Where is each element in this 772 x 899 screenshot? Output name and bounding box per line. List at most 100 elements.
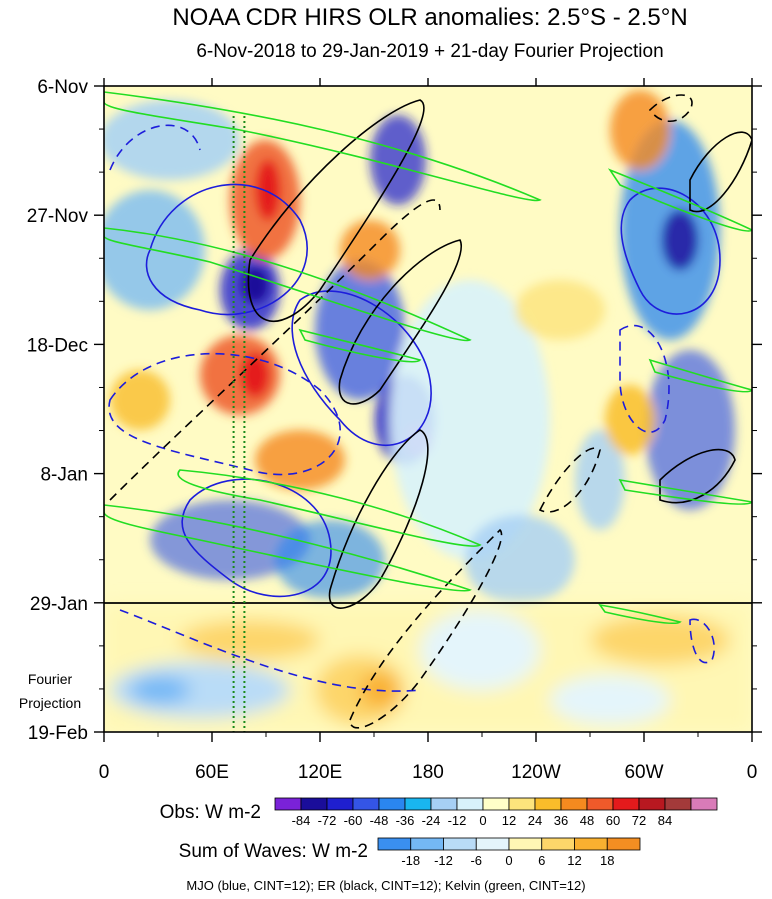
colorbar-swatch: [404, 797, 432, 811]
y-tick-label: 27-Nov: [27, 206, 89, 227]
obs-blob: [645, 350, 735, 510]
projection-label-line1: Fourier: [28, 671, 73, 687]
obs-blob: [150, 500, 310, 580]
mjo-contour-dashed: [619, 324, 670, 433]
kelvin-contour: [598, 603, 682, 625]
obs-colorbar: -84 -72 -60 -48 -36 -24 -12 0 12 24 36 48 60 72 84: [274, 797, 718, 828]
projection-blob: [180, 620, 320, 660]
colorbar-level-label: 0: [505, 853, 512, 868]
kelvin-contour: [177, 469, 482, 547]
x-tick-label: 180: [412, 762, 444, 783]
colorbar-level-label: 6: [538, 853, 545, 868]
colorbar-level-label: 36: [554, 813, 568, 828]
obs-blob: [256, 160, 280, 220]
er-contour-dashed: [109, 199, 441, 501]
x-tick-label: 0: [747, 762, 758, 783]
colorbar-level-label: -24: [422, 813, 441, 828]
y-tick-label: 18-Dec: [27, 335, 88, 356]
colorbar-swatch: [410, 837, 444, 851]
colorbar-swatch: [475, 837, 510, 851]
mjo-contour: [620, 187, 721, 315]
obs-blob: [465, 515, 575, 605]
projection-blob: [420, 610, 540, 690]
y-tick-label: 29-Jan: [30, 594, 88, 615]
colorbar-level-label: -18: [401, 853, 420, 868]
colorbar-level-label: 12: [567, 853, 581, 868]
colorbar-swatch: [612, 797, 640, 811]
projection-blob: [130, 676, 190, 704]
colorbar-level-label: 48: [580, 813, 594, 828]
x-axis: 0 60E 120E 180 120W 60W 0: [99, 78, 758, 783]
colorbar-level-label: -12: [434, 853, 453, 868]
colorbar-level-label: 18: [600, 853, 614, 868]
colorbar-swatch: [541, 837, 575, 851]
colorbar-swatch: [690, 797, 718, 811]
kelvin-contour: [104, 91, 542, 202]
obs-blob: [515, 280, 605, 340]
colorbar-level-label: -84: [292, 813, 311, 828]
y-tick-label: 19-Feb: [28, 723, 88, 744]
colorbar-swatch: [574, 837, 608, 851]
colorbar-level-label: 24: [528, 813, 542, 828]
colorbar-swatch: [430, 797, 458, 811]
colorbar-swatch: [326, 797, 354, 811]
x-tick-label: 60W: [624, 762, 663, 783]
y-tick-label: 6-Nov: [37, 77, 88, 98]
footer-note: MJO (blue, CINT=12); ER (black, CINT=12)…: [186, 878, 585, 893]
colorbar-swatch: [534, 797, 562, 811]
chart-title: NOAA CDR HIRS OLR anomalies: 2.5°S - 2.5…: [172, 4, 687, 31]
colorbar-level-label: -48: [370, 813, 389, 828]
er-contour: [328, 429, 429, 609]
projection-label-line2: Projection: [19, 695, 81, 711]
colorbar-swatch: [664, 797, 692, 811]
colorbar-level-label: 84: [658, 813, 672, 828]
colorbar-level-label: -60: [344, 813, 363, 828]
colorbar-swatch: [377, 837, 412, 851]
colorbar-level-label: 72: [632, 813, 646, 828]
er-contour-dashed: [648, 94, 693, 123]
colorbar-swatch: [352, 797, 380, 811]
obs-blob: [110, 370, 170, 430]
colorbar-swatch: [300, 797, 328, 811]
colorbar-swatch: [378, 797, 406, 811]
colorbar-swatch: [274, 797, 302, 811]
obs-blob: [390, 280, 550, 560]
colorbar-level-label: -6: [470, 853, 482, 868]
colorbar-level-label: -36: [396, 813, 415, 828]
kelvin-contour: [104, 504, 472, 592]
obs-blob: [605, 385, 655, 455]
colorbar-swatch: [638, 797, 666, 811]
x-tick-label: 120W: [511, 762, 561, 783]
colorbar-swatch: [606, 837, 641, 851]
obs-blob: [610, 90, 670, 170]
obs-blob: [315, 260, 405, 400]
er-contour-dashed: [349, 528, 503, 729]
colorbar-swatch: [508, 837, 543, 851]
colorbar-level-label: 60: [606, 813, 620, 828]
projection-field: [104, 604, 752, 732]
er-contour: [338, 239, 463, 405]
colorbar-swatch: [443, 837, 477, 851]
er-contour-dashed: [538, 447, 601, 513]
colorbar-swatch: [586, 797, 614, 811]
kelvin-contour: [298, 328, 422, 363]
colorbar-swatch: [482, 797, 510, 811]
obs-blob: [241, 353, 269, 397]
mjo-contour: [145, 183, 308, 316]
x-tick-label: 120E: [298, 762, 342, 783]
colorbar-swatch: [508, 797, 536, 811]
kelvin-contour: [104, 227, 472, 342]
x-tick-label: 0: [99, 762, 110, 783]
plot-area: [104, 86, 752, 732]
mjo-contour-dashed: [119, 609, 421, 692]
obs-blob: [662, 210, 698, 270]
colorbar-swatch: [456, 797, 484, 811]
waves-colorbar: -18 -12 -6 0 6 12 18: [377, 837, 641, 868]
waves-colorbar-label: Sum of Waves: W m-2: [179, 841, 368, 862]
y-tick-label: 8-Jan: [40, 465, 88, 486]
y-axis: 6-Nov 27-Nov 18-Dec 8-Jan 29-Jan 19-Feb: [27, 77, 762, 744]
er-contour: [659, 448, 736, 504]
x-tick-label: 60E: [195, 762, 229, 783]
obs-blob: [575, 430, 625, 530]
